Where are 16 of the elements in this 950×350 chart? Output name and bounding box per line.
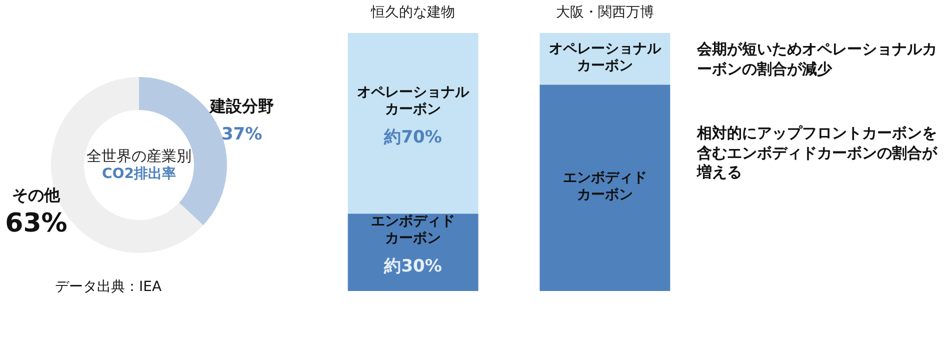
slice-label: その他	[12, 185, 62, 204]
x-tick-label: 大阪・関西万博	[556, 4, 654, 20]
data-label: 63%	[5, 208, 68, 238]
text: エンボディドカーボン	[562, 170, 647, 203]
series-label: オペレーショナルカーボン	[548, 40, 662, 74]
slice-label: 建設分野	[208, 96, 274, 116]
x-tick-label: 恒久的な建物	[370, 4, 456, 20]
text: オペレーショナルカーボン	[357, 84, 470, 118]
data-label: 約70%	[383, 127, 442, 148]
text: データ出典：IEA	[55, 278, 163, 296]
data-label: 37%	[221, 124, 262, 145]
data-label: 約30%	[383, 256, 442, 276]
text: 全世界の産業別 CO2排出率	[86, 147, 192, 182]
series-label: エンボディドカーボン	[371, 213, 456, 246]
annotation: 相対的にアップフロントカーボンを含むエンボディドカーボンの割合が増える	[697, 124, 937, 182]
annotation: 会期が短いためオペレーショナルカーボンの割合が減少	[697, 40, 937, 79]
